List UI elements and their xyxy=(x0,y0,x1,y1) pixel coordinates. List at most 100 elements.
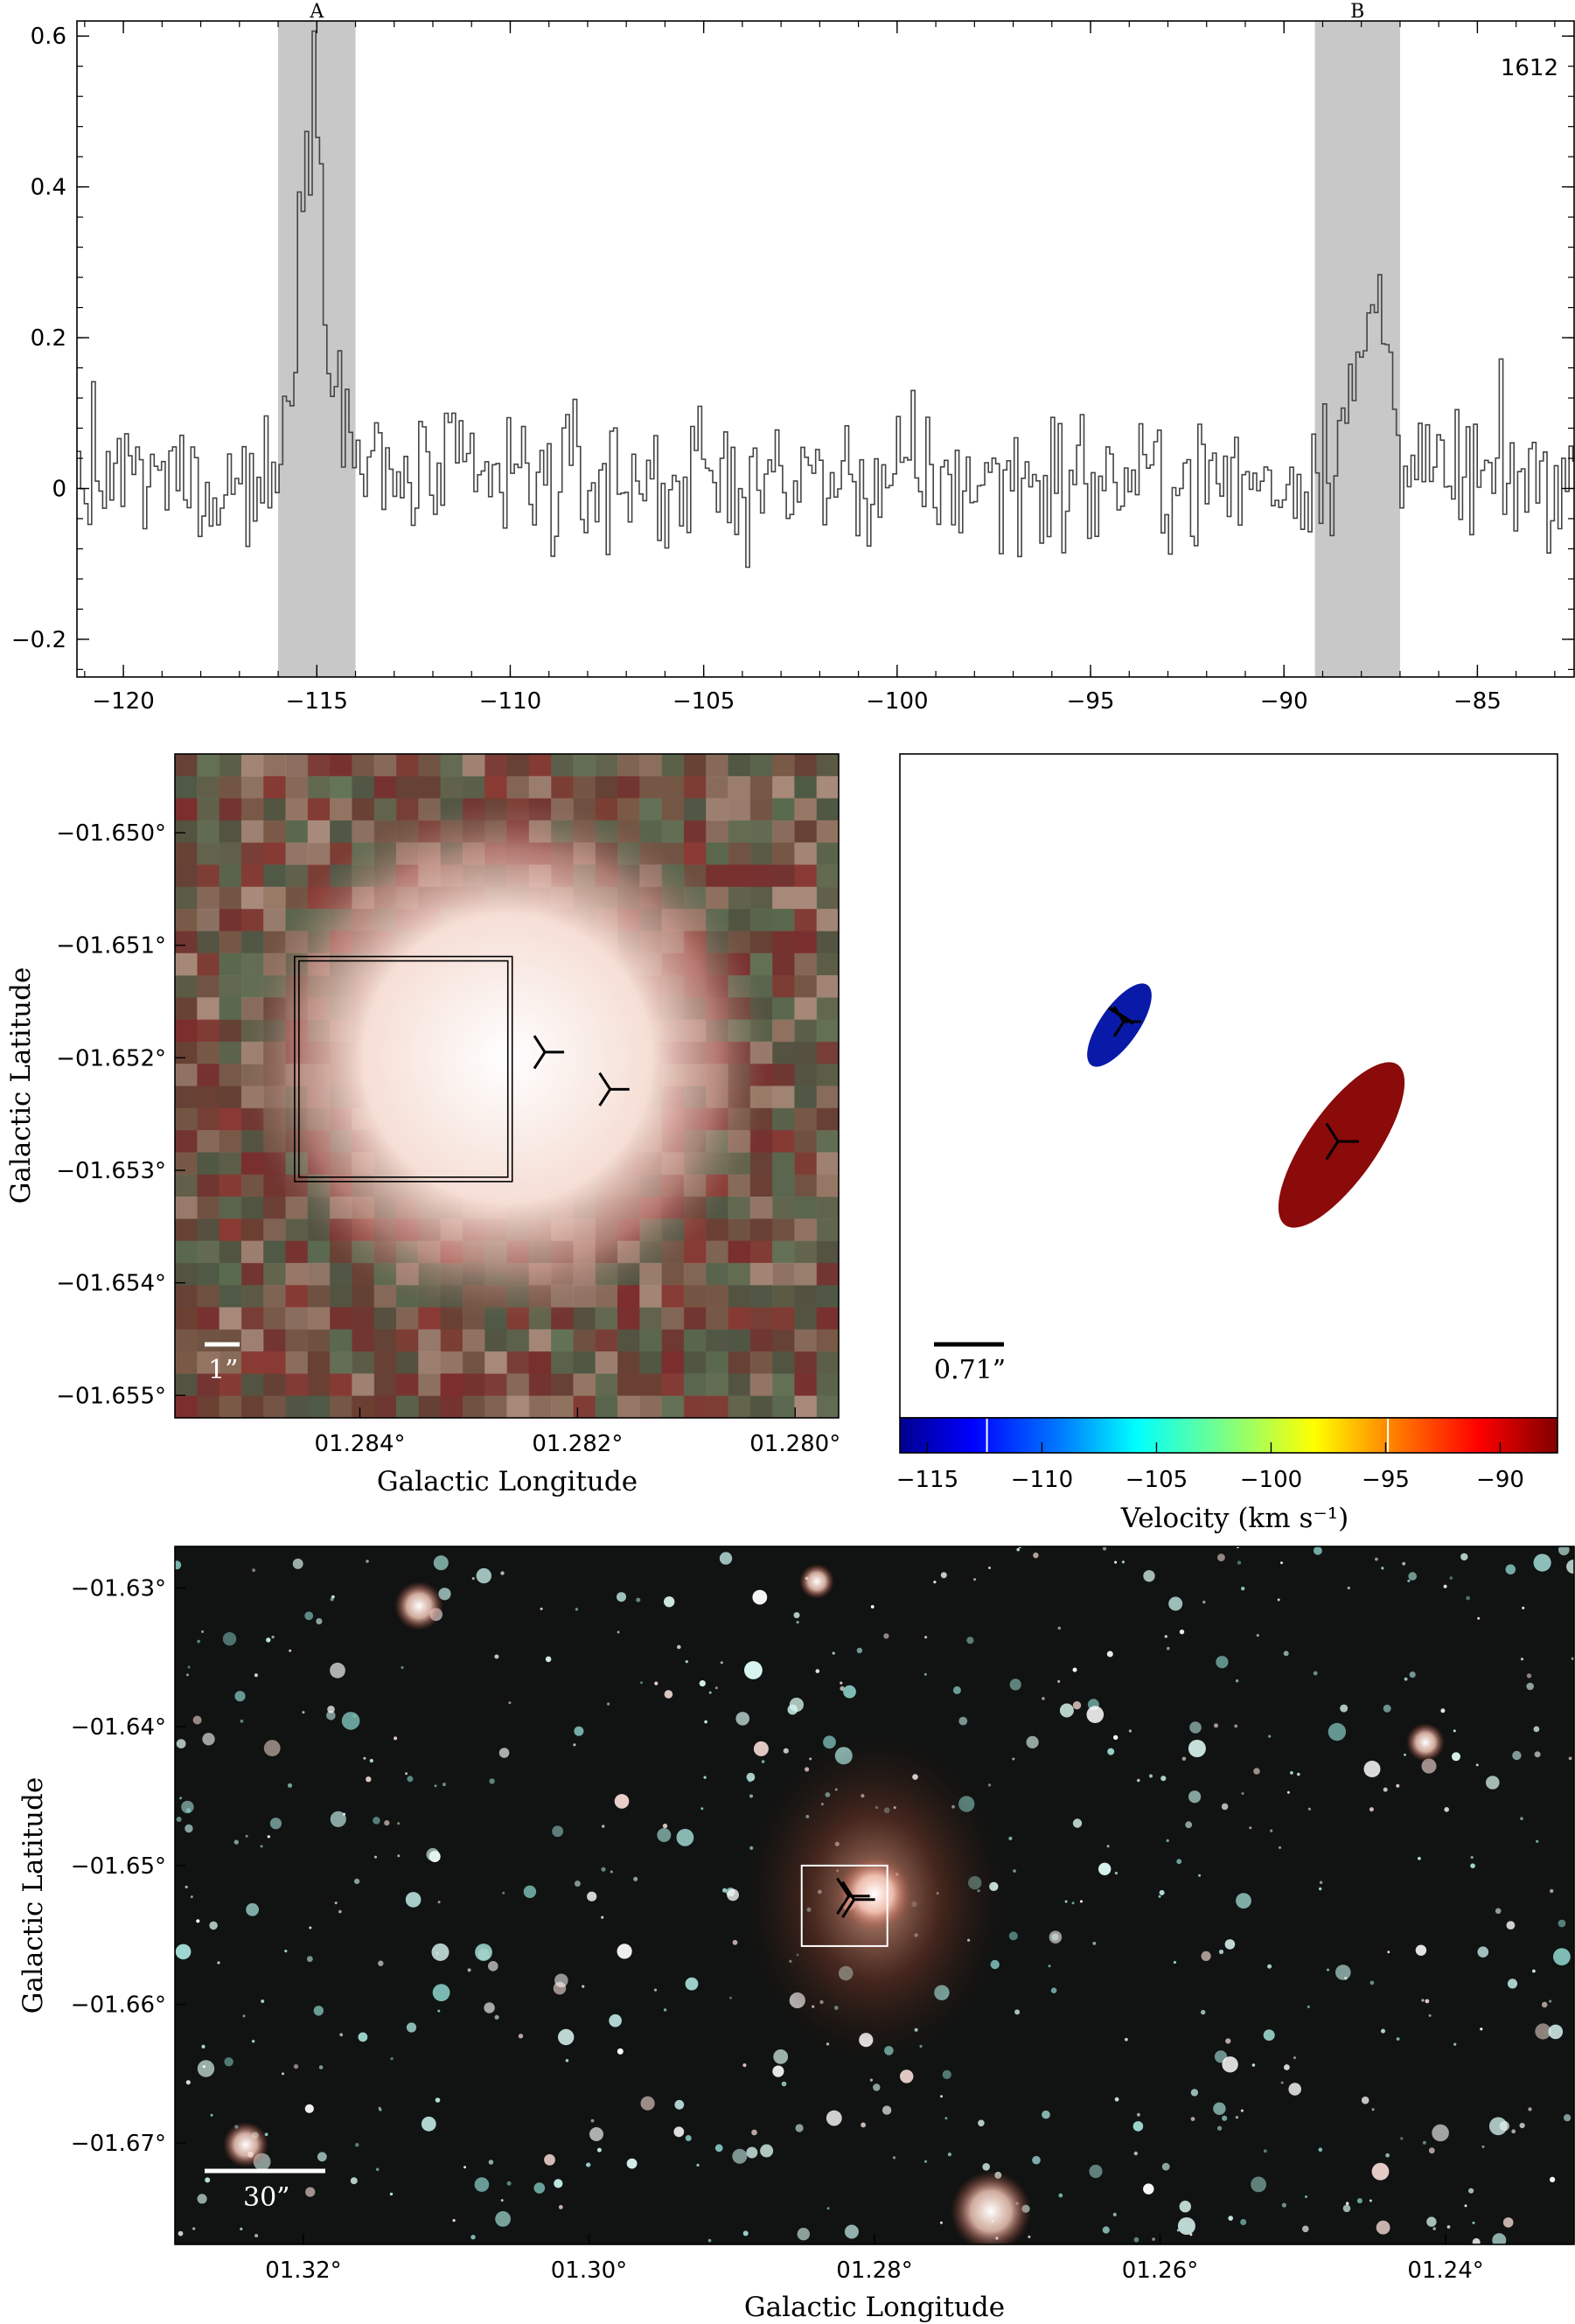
wide-star xyxy=(944,2117,948,2120)
wide-star xyxy=(1240,2109,1244,2112)
wide-star xyxy=(488,2160,494,2165)
wide-star xyxy=(940,2095,943,2098)
wide-y-axis-title: Galactic Latitude xyxy=(17,1777,49,2014)
wide-star xyxy=(1477,1946,1489,1958)
zoom-pixel xyxy=(240,776,264,799)
zoom-pixel xyxy=(816,1351,839,1374)
zoom-pixel xyxy=(175,1395,198,1418)
wide-star xyxy=(1464,2204,1467,2208)
zoom-pixel xyxy=(706,1240,729,1264)
wide-star xyxy=(234,1691,246,1702)
wide-star xyxy=(1470,1863,1475,1868)
zoom-pixel xyxy=(440,1329,463,1352)
zoom-pixel xyxy=(175,820,198,843)
zoom-pixel xyxy=(307,820,331,843)
zoom-pixel xyxy=(330,776,352,799)
wide-star xyxy=(602,1825,605,1828)
colorbar-tick-label: −110 xyxy=(1011,1467,1073,1493)
zoom-pixel xyxy=(263,1262,287,1286)
zoom-pixel xyxy=(749,1373,773,1397)
zoom-pixel xyxy=(307,798,331,821)
zoom-pixel xyxy=(285,798,309,821)
wide-star xyxy=(378,1960,384,1966)
wide-star xyxy=(1179,1630,1185,1635)
zoom-pixel xyxy=(219,1351,242,1374)
zoom-pixel xyxy=(219,864,242,888)
zoom-pixel xyxy=(197,842,220,866)
wide-star xyxy=(470,2235,476,2240)
wide-x-tick-label: 01.24° xyxy=(1407,2258,1483,2284)
wide-star xyxy=(707,2238,712,2243)
wide-star xyxy=(355,2143,359,2147)
wide-star xyxy=(1383,1787,1388,1792)
wide-star xyxy=(749,1794,753,1798)
wide-star xyxy=(1256,1634,1259,1637)
zoom-pixel xyxy=(418,1373,442,1397)
wide-star xyxy=(1164,1635,1167,1638)
zoom-pixel xyxy=(749,776,773,799)
zoom-pixel xyxy=(706,1307,729,1330)
wide-star xyxy=(1188,1740,1206,1757)
zoom-pixel xyxy=(285,1351,309,1374)
zoom-pixel xyxy=(749,1197,773,1219)
wide-star xyxy=(1347,1586,1350,1590)
zoom-pixel xyxy=(197,1197,220,1219)
zoom-pixel xyxy=(219,798,242,821)
wide-star xyxy=(589,2127,603,2141)
zoom-pixel xyxy=(595,1307,618,1330)
zoom-y-axis: −01.650° −01.651° −01.652° −01.653° −01.654°… xyxy=(56,820,185,1409)
wide-star xyxy=(1114,1560,1118,1564)
wide-star xyxy=(677,1644,681,1650)
wide-star xyxy=(1356,2198,1362,2204)
wide-star xyxy=(476,1567,491,1584)
wide-star xyxy=(704,1720,707,1724)
zoom-pixel xyxy=(617,798,640,821)
zoom-pixel xyxy=(595,776,618,799)
wide-star xyxy=(900,2069,914,2083)
zoom-pixel xyxy=(794,864,818,888)
wide-star xyxy=(316,1618,323,1625)
wide-star xyxy=(185,1808,192,1813)
wide-source-marker-arm xyxy=(836,1877,850,1897)
zoom-source-marker-arm xyxy=(598,1071,611,1091)
wide-star xyxy=(732,1939,738,1945)
zoom-pixel xyxy=(352,1329,375,1352)
spectrum-y-tick-label: 0.2 xyxy=(31,325,66,352)
zoom-pixel xyxy=(352,1395,375,1418)
wide-star xyxy=(498,1748,510,1758)
wide-star xyxy=(1376,2220,1390,2235)
zoom-pixel xyxy=(373,1329,397,1352)
zoom-pixel xyxy=(396,1351,419,1374)
zoom-pixel xyxy=(219,1174,242,1197)
wide-star xyxy=(696,2163,700,2167)
zoom-pixel xyxy=(263,754,287,777)
wide-star xyxy=(1533,1553,1551,1572)
wide-star xyxy=(552,1825,563,1838)
zoom-pixel xyxy=(197,1285,220,1309)
wide-star xyxy=(1466,1595,1470,1601)
zoom-pixel xyxy=(175,931,198,954)
wide-star xyxy=(1369,2199,1372,2202)
wide-star xyxy=(1214,1723,1218,1728)
zoom-pixel xyxy=(661,798,685,821)
zoom-pixel xyxy=(219,909,242,932)
wide-star xyxy=(282,2072,284,2076)
zoom-pixel xyxy=(706,1373,729,1397)
wide-star xyxy=(1213,2102,1226,2115)
wide-star xyxy=(317,2152,327,2162)
wide-star xyxy=(176,1817,182,1822)
wide-star xyxy=(685,1977,699,1991)
wide-star xyxy=(489,1778,495,1784)
zoom-scalebar-label: 1” xyxy=(208,1355,238,1385)
zoom-pixel xyxy=(307,1329,331,1352)
wide-star xyxy=(720,1661,723,1664)
zoom-pixel xyxy=(772,820,795,843)
zoom-pixel xyxy=(330,1285,352,1309)
zoom-pixel xyxy=(528,1395,552,1418)
wide-star xyxy=(1371,2108,1375,2111)
wide-star xyxy=(1268,1734,1272,1738)
wide-star xyxy=(1293,2056,1296,2060)
zoom-pixel xyxy=(794,1174,818,1197)
zoom-pixel xyxy=(595,1351,618,1374)
zoom-pixel xyxy=(794,1351,818,1374)
